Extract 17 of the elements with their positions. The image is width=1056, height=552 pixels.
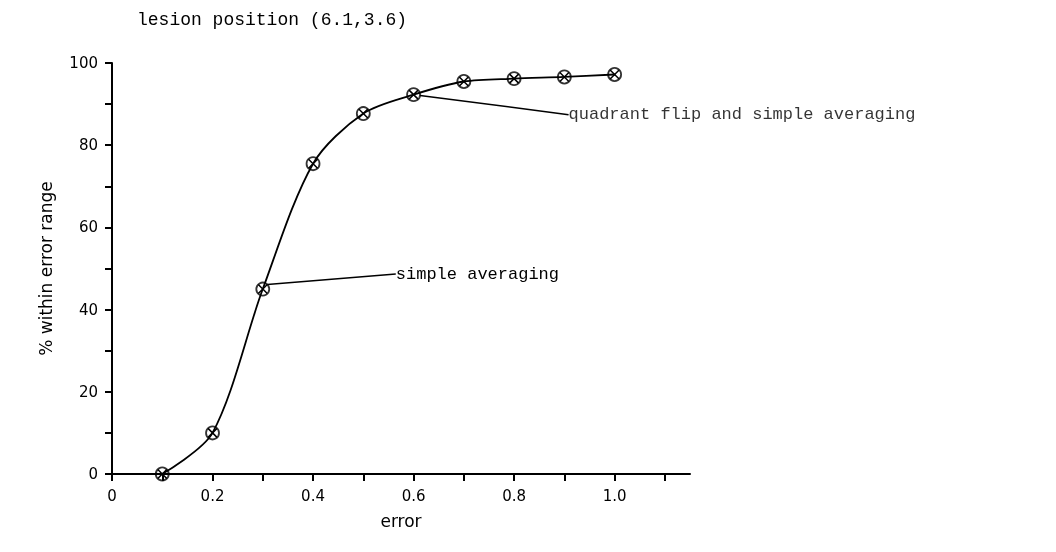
y-tick-label: 20 (78, 382, 98, 401)
y-axis-title: % within error range (35, 181, 56, 356)
chart-title: lesion position (6.1,3.6) (137, 10, 408, 30)
x-tick-label: 0.2 (200, 486, 225, 505)
text: simple averaging (395, 264, 560, 284)
y-tick-label: 60 (78, 218, 98, 237)
series-label: quadrant flip and simple averaging (568, 105, 916, 125)
x-tick-label: 0 (107, 486, 117, 505)
y-tick-label: 40 (78, 300, 98, 319)
x-tick-label: 1.0 (602, 486, 627, 505)
x-axis-title: error (380, 510, 422, 531)
x-tick-label: 0.6 (401, 486, 426, 505)
x-tick-label: 0.4 (301, 486, 325, 505)
y-tick-label: 0 (88, 465, 98, 483)
x-tick-label: 0.8 (502, 486, 527, 505)
y-tick-label: 100 (69, 54, 98, 72)
y-tick-label: 80 (78, 136, 98, 155)
